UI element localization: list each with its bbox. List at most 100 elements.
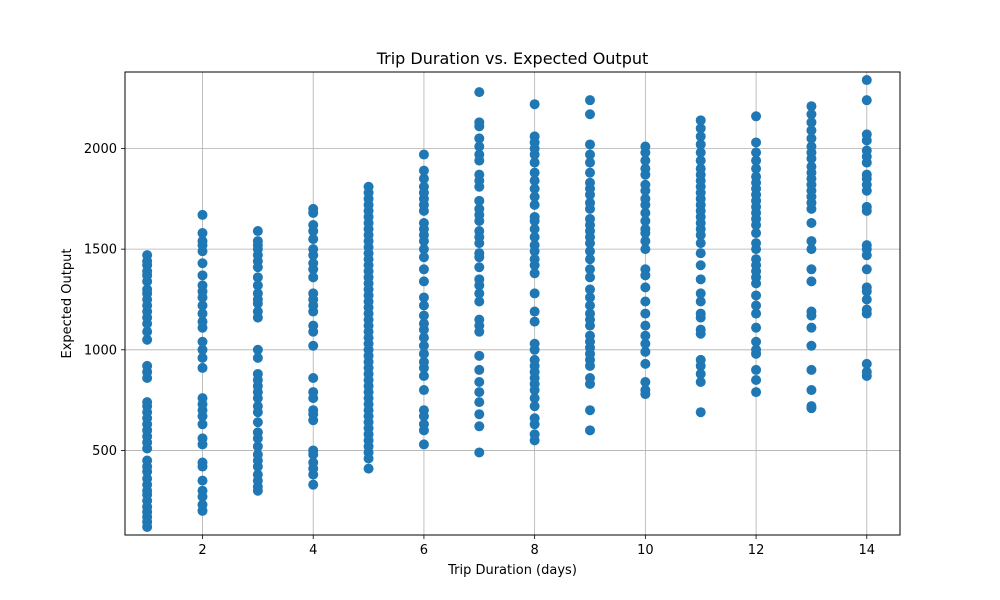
x-tick-label: 2 bbox=[198, 543, 206, 558]
data-point bbox=[585, 425, 595, 436]
x-tick-label: 12 bbox=[748, 543, 765, 558]
data-point bbox=[751, 344, 762, 355]
data-point bbox=[197, 336, 208, 347]
data-point bbox=[252, 236, 263, 247]
data-point bbox=[197, 362, 208, 373]
data-point bbox=[529, 338, 540, 349]
data-point bbox=[751, 300, 762, 311]
data-point bbox=[474, 409, 485, 420]
data-point bbox=[474, 248, 485, 259]
data-point bbox=[529, 224, 540, 235]
data-point bbox=[640, 207, 651, 218]
data-point bbox=[418, 332, 429, 343]
data-point bbox=[861, 201, 872, 212]
data-point bbox=[308, 445, 319, 456]
data-point bbox=[640, 141, 651, 152]
data-point bbox=[529, 401, 540, 412]
data-point bbox=[640, 155, 651, 166]
data-point bbox=[640, 179, 651, 190]
data-point bbox=[529, 429, 540, 440]
data-point bbox=[418, 217, 429, 228]
data-point bbox=[252, 368, 263, 379]
data-point bbox=[308, 387, 319, 398]
x-axis-ticks: 2 4 6 8 10 12 14 bbox=[198, 535, 875, 558]
data-point bbox=[751, 254, 762, 265]
data-point bbox=[197, 457, 208, 468]
data-point bbox=[197, 308, 208, 319]
data-point bbox=[474, 288, 485, 299]
data-point bbox=[529, 413, 540, 424]
x-tick-label: 14 bbox=[859, 543, 876, 558]
data-point bbox=[861, 75, 872, 86]
data-point bbox=[640, 308, 651, 319]
data-point bbox=[806, 385, 817, 396]
data-point bbox=[695, 115, 706, 126]
data-point bbox=[142, 473, 153, 484]
data-point bbox=[418, 292, 429, 303]
data-point bbox=[474, 447, 485, 458]
data-point bbox=[308, 405, 319, 416]
data-point bbox=[585, 149, 595, 160]
y-tick-label: 500 bbox=[92, 444, 117, 459]
data-point bbox=[252, 469, 263, 480]
data-point bbox=[252, 280, 263, 291]
data-point bbox=[695, 324, 706, 335]
data-point bbox=[418, 419, 429, 430]
data-point bbox=[806, 306, 817, 317]
data-point bbox=[585, 177, 595, 188]
y-tick-label: 1000 bbox=[84, 343, 117, 358]
data-point bbox=[640, 264, 651, 275]
data-point bbox=[585, 254, 595, 265]
data-point bbox=[751, 111, 762, 122]
data-point bbox=[252, 401, 263, 412]
data-point bbox=[142, 326, 153, 337]
y-axis-label: Expected Output bbox=[60, 249, 75, 359]
data-point bbox=[529, 306, 540, 317]
data-point bbox=[474, 149, 485, 160]
data-point bbox=[418, 181, 429, 192]
data-point bbox=[751, 336, 762, 347]
data-point bbox=[197, 344, 208, 355]
data-point bbox=[142, 397, 153, 408]
data-point bbox=[197, 270, 208, 281]
data-point bbox=[640, 377, 651, 388]
data-point bbox=[363, 181, 374, 192]
data-point bbox=[474, 195, 485, 206]
data-point bbox=[751, 228, 762, 239]
data-point bbox=[806, 364, 817, 375]
data-point bbox=[640, 338, 651, 349]
data-point bbox=[585, 300, 595, 311]
data-point bbox=[806, 244, 817, 255]
x-tick-label: 6 bbox=[420, 543, 428, 558]
data-point bbox=[418, 252, 429, 263]
data-point bbox=[751, 387, 762, 398]
data-point bbox=[751, 163, 762, 174]
data-point bbox=[418, 370, 429, 381]
data-point bbox=[474, 364, 485, 375]
data-point bbox=[751, 374, 762, 385]
data-point bbox=[308, 203, 319, 214]
data-point bbox=[418, 300, 429, 311]
y-tick-label: 2000 bbox=[84, 142, 117, 157]
data-point bbox=[418, 340, 429, 351]
data-point bbox=[861, 282, 872, 293]
x-tick-label: 8 bbox=[531, 543, 539, 558]
data-point bbox=[585, 292, 595, 303]
data-point bbox=[861, 129, 872, 140]
data-point bbox=[529, 288, 540, 299]
data-point bbox=[640, 346, 651, 357]
data-point bbox=[585, 157, 595, 168]
data-point bbox=[806, 264, 817, 275]
data-point bbox=[751, 308, 762, 319]
chart-title: Trip Duration vs. Expected Output bbox=[376, 49, 649, 68]
data-point bbox=[474, 274, 485, 285]
data-point bbox=[806, 141, 817, 152]
data-point bbox=[751, 147, 762, 158]
data-point bbox=[640, 215, 651, 226]
x-axis-label: Trip Duration (days) bbox=[447, 563, 577, 578]
data-point bbox=[142, 250, 153, 261]
data-point bbox=[806, 133, 817, 144]
data-point bbox=[474, 117, 485, 128]
data-point bbox=[640, 193, 651, 204]
data-point bbox=[474, 397, 485, 408]
